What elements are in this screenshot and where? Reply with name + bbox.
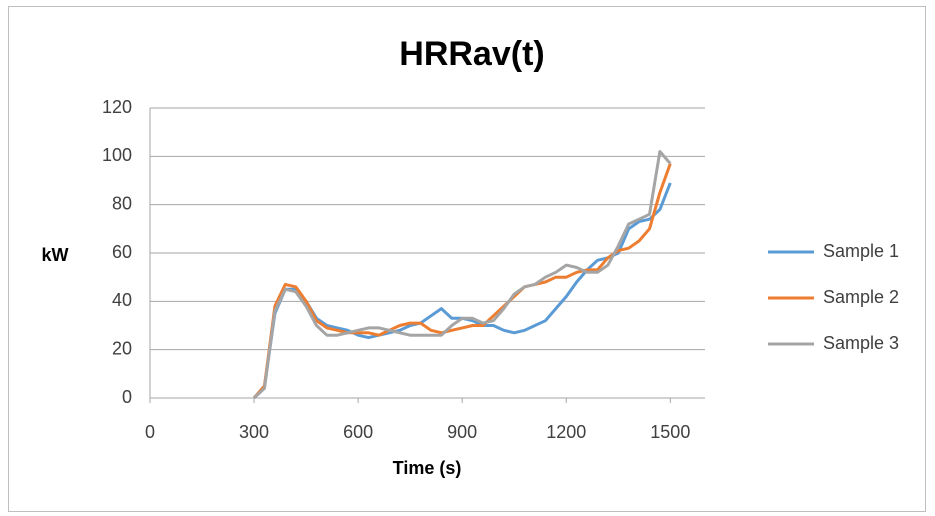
y-tick-label: 0 xyxy=(122,387,132,407)
y-tick-label: 60 xyxy=(112,242,132,262)
y-tick-label: 100 xyxy=(102,145,132,165)
legend-label: Sample 1 xyxy=(823,241,899,261)
y-axis-label: kW xyxy=(42,245,69,265)
y-tick-label: 80 xyxy=(112,193,132,213)
x-axis-label: Time (s) xyxy=(393,458,462,478)
y-tick-label: 120 xyxy=(102,97,132,117)
series-line xyxy=(252,163,672,399)
x-tick-label: 300 xyxy=(239,422,269,442)
legend-label: Sample 3 xyxy=(823,333,899,353)
y-tick-label: 40 xyxy=(112,290,132,310)
x-tick-label: 600 xyxy=(343,422,373,442)
x-tick-label: 0 xyxy=(145,422,155,442)
series-line xyxy=(253,150,672,400)
chart-title: HRRav(t) xyxy=(399,35,544,73)
chart-border xyxy=(8,6,926,512)
y-tick-label: 20 xyxy=(112,338,132,358)
legend-label: Sample 2 xyxy=(823,287,899,307)
x-tick-label: 1200 xyxy=(546,422,586,442)
x-tick-label: 900 xyxy=(447,422,477,442)
x-tick-label: 1500 xyxy=(650,422,690,442)
